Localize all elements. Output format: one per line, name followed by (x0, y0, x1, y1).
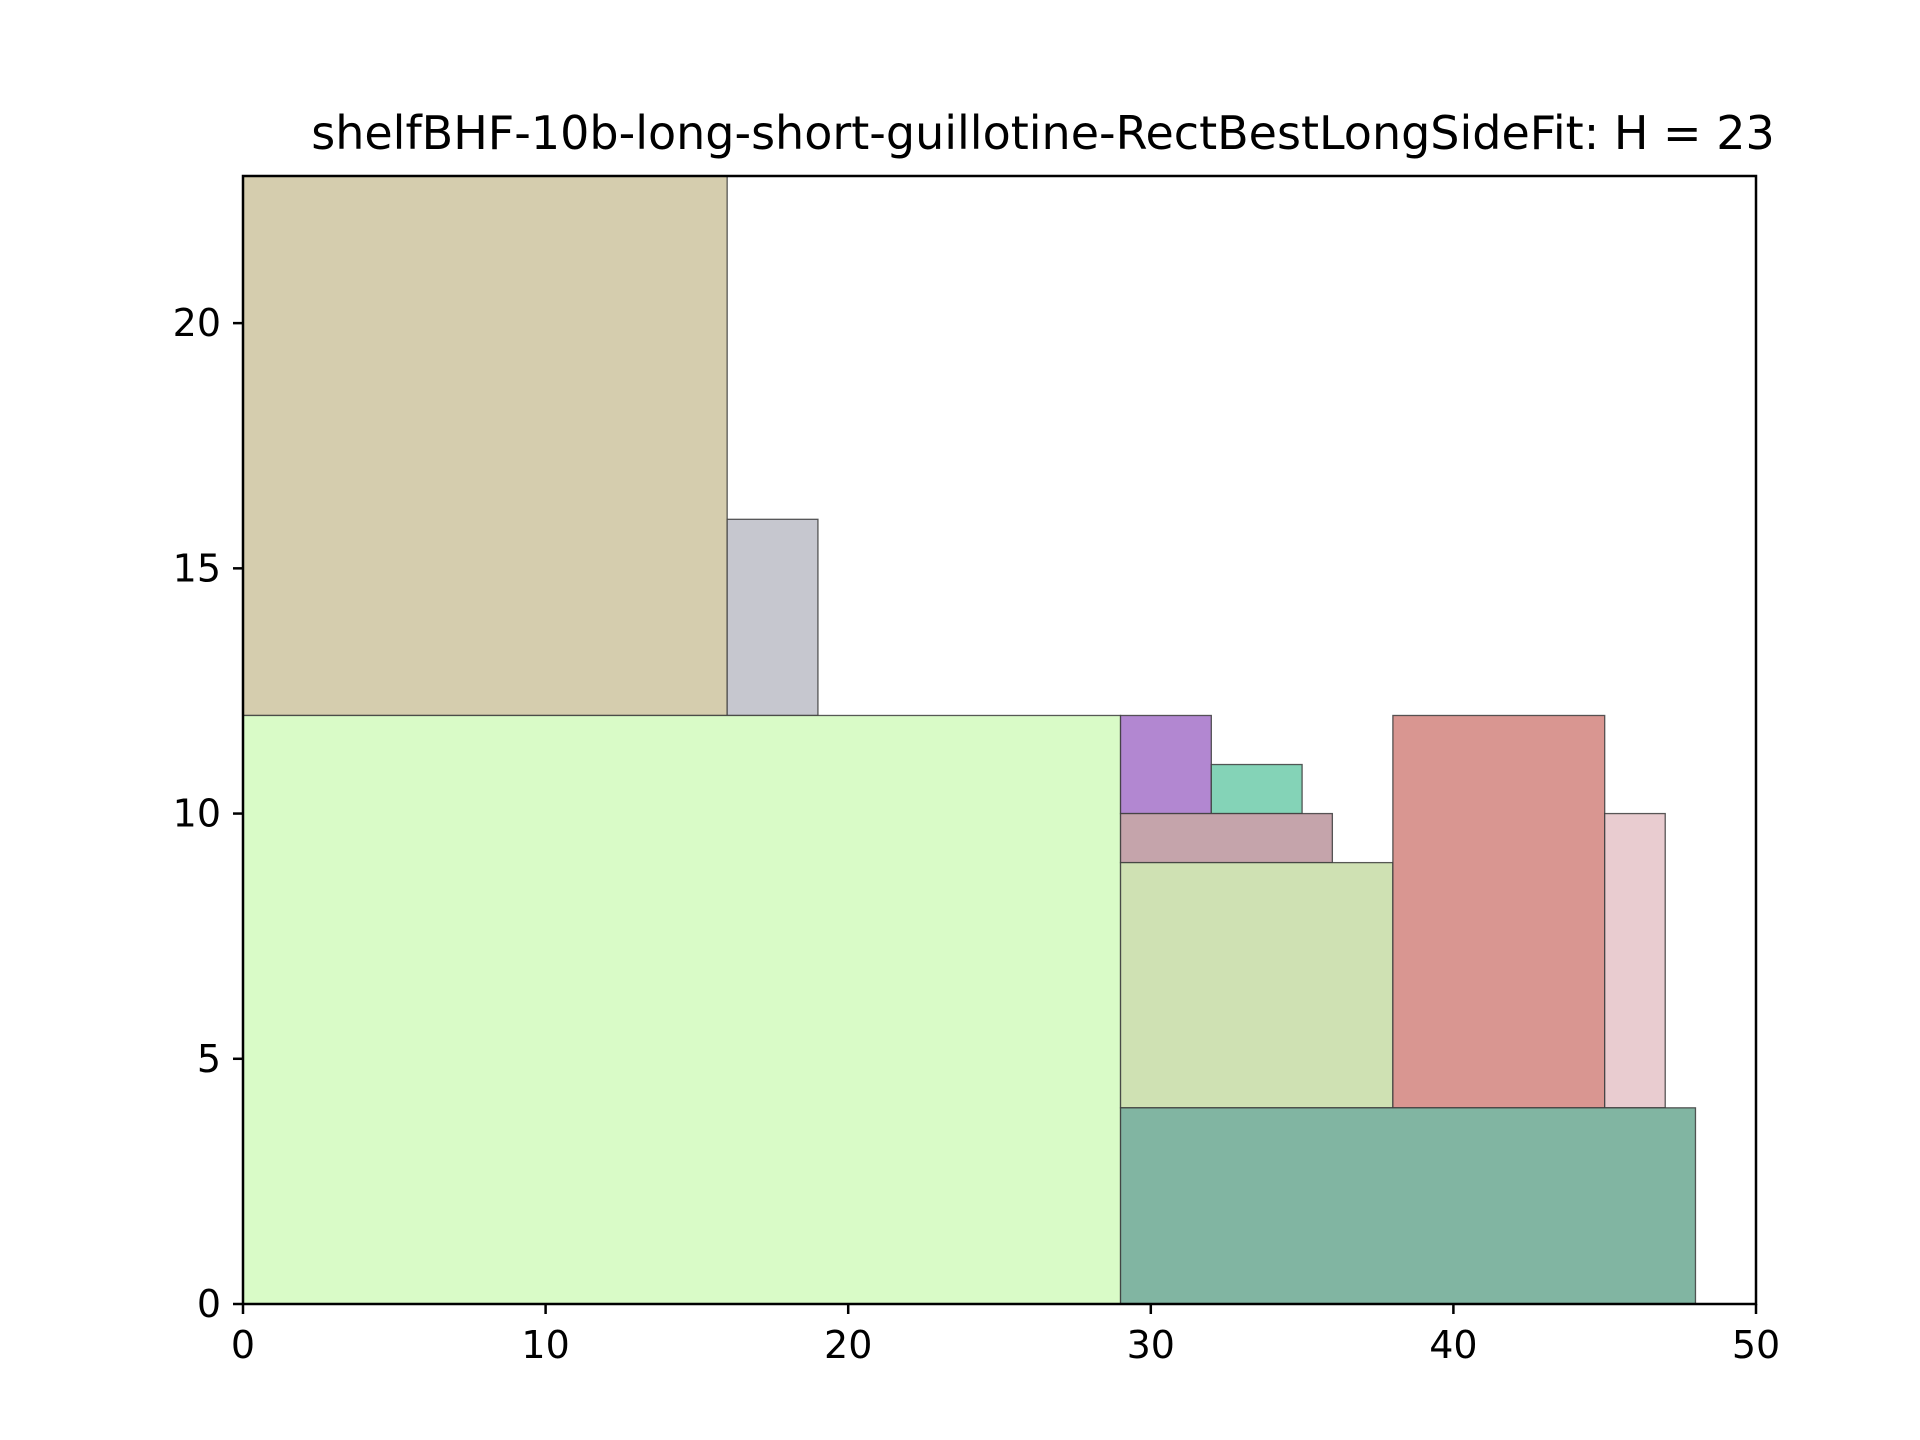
packed-rectangle-6 (1119, 812, 1334, 864)
plot-area (242, 175, 1697, 1305)
x-tick-label: 20 (824, 1323, 872, 1367)
plot-frame (241, 174, 1758, 1306)
x-tick-label: 40 (1429, 1323, 1477, 1367)
packed-rectangle-7 (1119, 861, 1394, 1109)
packed-rectangle-3 (242, 714, 1122, 1305)
x-tick-label: 0 (231, 1323, 255, 1367)
packed-rectangle-8 (1392, 714, 1606, 1109)
chart-title: shelfBHF-10b-long-short-guillotine-RectB… (311, 106, 1774, 160)
packed-rectangle-5 (1210, 763, 1303, 815)
packed-rectangle-2 (726, 518, 819, 717)
y-tick-label: 5 (197, 1037, 221, 1081)
packed-rectangle-10 (1119, 1107, 1697, 1305)
x-tick-label: 10 (521, 1323, 569, 1367)
y-tick-label: 10 (173, 792, 221, 836)
packed-rectangle-1 (242, 175, 728, 717)
packed-rectangle-9 (1604, 812, 1666, 1109)
x-tick-label: 50 (1732, 1323, 1780, 1367)
packed-rectangle-4 (1119, 714, 1212, 815)
y-tick-label: 0 (197, 1282, 221, 1326)
y-tick-label: 15 (173, 546, 221, 590)
axes: 0 10 20 30 40 50 0 5 10 15 20 (173, 174, 1780, 1367)
y-tick-label: 20 (173, 301, 221, 345)
x-tick-label: 30 (1127, 1323, 1175, 1367)
